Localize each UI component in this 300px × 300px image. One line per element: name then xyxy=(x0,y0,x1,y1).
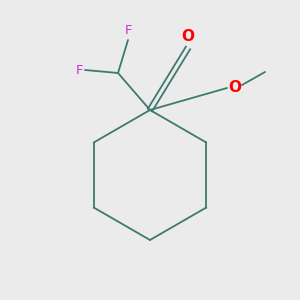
Text: F: F xyxy=(124,24,132,37)
Text: O: O xyxy=(182,29,194,44)
Text: F: F xyxy=(76,64,83,76)
Text: O: O xyxy=(229,80,242,95)
